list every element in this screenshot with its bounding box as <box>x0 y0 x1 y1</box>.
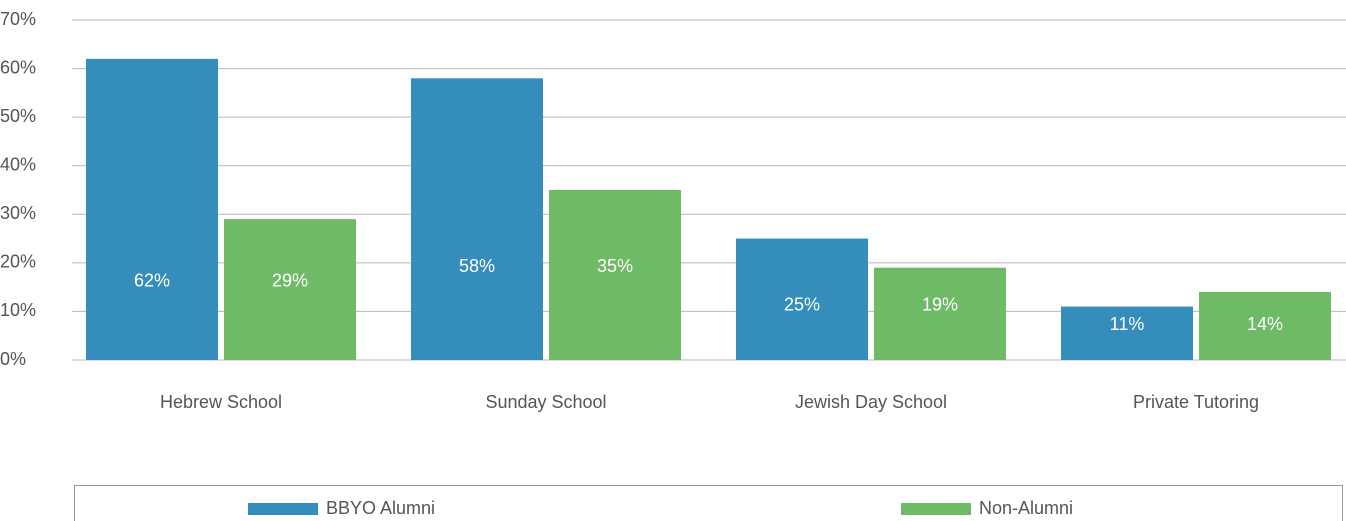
bar <box>874 267 1006 360</box>
bar <box>736 238 868 360</box>
y-tick-label: 20% <box>0 252 36 272</box>
value-label: 11% <box>1110 314 1145 334</box>
bar <box>549 190 681 360</box>
value-label: 62% <box>134 270 170 290</box>
x-tick-label: Sunday School <box>485 392 606 412</box>
bar <box>224 219 356 360</box>
legend-label: Non-Alumni <box>979 498 1073 518</box>
y-tick-label: 40% <box>0 154 36 174</box>
y-tick-label: 70% <box>0 9 36 29</box>
value-label: 25% <box>784 295 820 315</box>
x-tick-label: Private Tutoring <box>1133 392 1259 412</box>
y-tick-label: 10% <box>0 300 36 320</box>
bar <box>86 58 218 360</box>
y-tick-label: 30% <box>0 203 36 223</box>
value-label: 19% <box>922 295 958 315</box>
x-tick-label: Hebrew School <box>160 392 282 412</box>
bar <box>411 78 543 361</box>
value-label: 58% <box>459 256 495 276</box>
legend-swatch <box>901 503 971 515</box>
value-label: 14% <box>1247 314 1283 334</box>
value-label: 35% <box>597 256 633 276</box>
legend-box <box>74 485 1343 521</box>
legend-swatch <box>248 503 318 515</box>
legend-label: BBYO Alumni <box>326 498 435 518</box>
bar <box>1061 306 1193 360</box>
y-tick-label: 50% <box>0 106 36 126</box>
x-tick-label: Jewish Day School <box>795 392 947 412</box>
y-tick-label: 0% <box>0 349 26 369</box>
value-label: 29% <box>272 270 308 290</box>
y-tick-label: 60% <box>0 57 36 77</box>
bar <box>1199 292 1331 360</box>
